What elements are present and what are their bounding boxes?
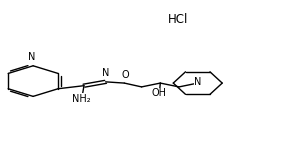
Text: N: N — [102, 69, 109, 78]
Text: O: O — [122, 70, 130, 80]
Text: N: N — [194, 77, 201, 87]
Text: OH: OH — [151, 88, 166, 98]
Text: HCl: HCl — [168, 13, 189, 26]
Text: NH₂: NH₂ — [72, 94, 90, 104]
Text: N: N — [28, 52, 35, 62]
